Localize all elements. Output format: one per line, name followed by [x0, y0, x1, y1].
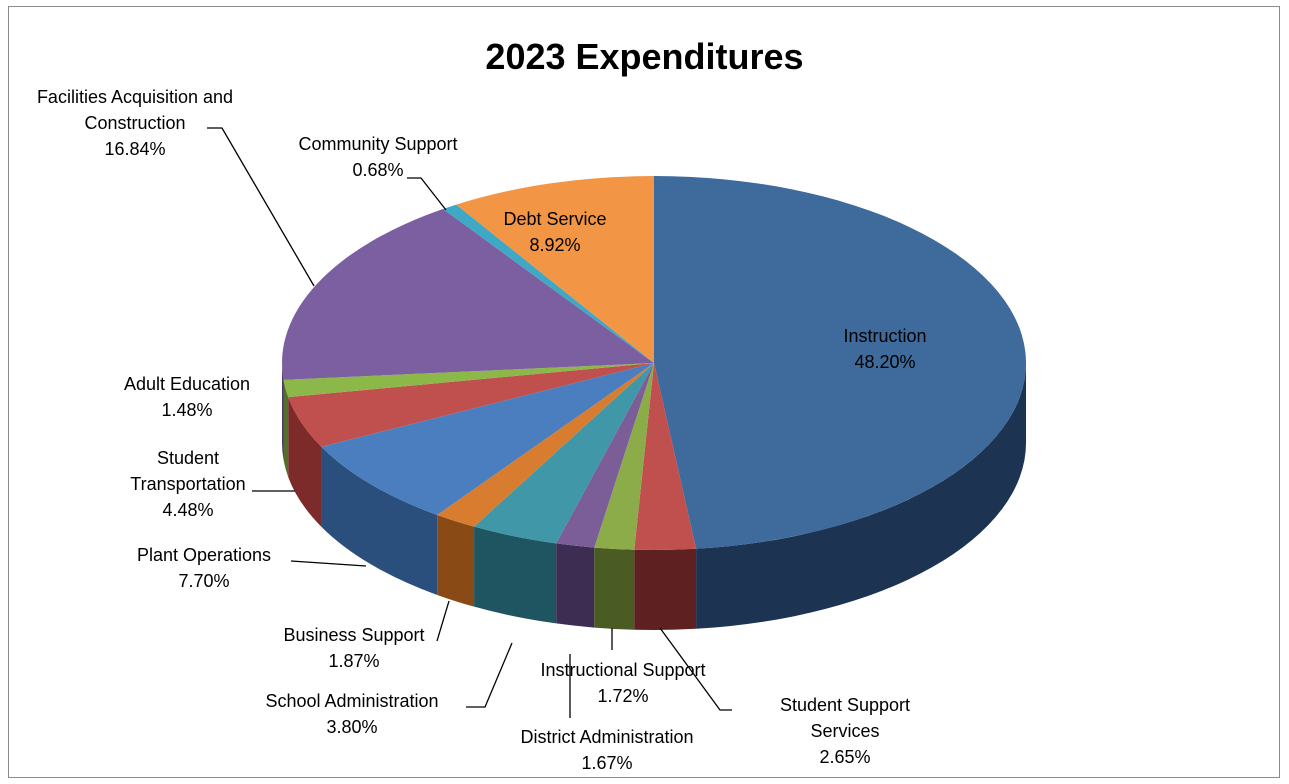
slice-community-support — [442, 204, 654, 363]
slice-side-district-administration — [556, 543, 595, 628]
slice-label-district-administration: District Administration — [520, 727, 693, 747]
slice-percent-student-transportation: 4.48% — [162, 500, 213, 520]
slice-side-school-administration — [474, 526, 557, 624]
slice-side-instruction — [696, 363, 1026, 629]
slice-plant-operations — [321, 363, 654, 515]
slice-label-instruction: Instruction — [843, 326, 926, 346]
slice-label-facilities-acquisition-and-construction-line-2: Construction — [84, 113, 185, 133]
slice-percent-community-support: 0.68% — [352, 160, 403, 180]
leader-line-plant-operations — [290, 560, 367, 567]
slice-label-debt-service: Debt Service — [503, 209, 606, 229]
slice-school-administration — [474, 363, 654, 544]
slice-facilities-acquisition-and-construction — [282, 208, 654, 380]
slice-label-school-administration: School Administration — [265, 691, 438, 711]
slice-side-plant-operations — [321, 446, 438, 595]
slice-percent-facilities-acquisition-and-construction: 16.84% — [104, 139, 165, 159]
slice-labels: Instruction 48.20% Student Support Services… — [37, 87, 927, 773]
slice-percent-instruction: 48.20% — [854, 352, 915, 372]
leader-line-business-support — [436, 600, 450, 642]
slice-instruction — [654, 176, 1026, 549]
leader-lines — [207, 127, 732, 718]
slice-label-student-support-services-line-1: Student Support — [780, 695, 910, 715]
leader-line-student-support-services — [659, 627, 732, 711]
slice-debt-service — [456, 176, 654, 363]
slice-percent-school-administration: 3.80% — [326, 717, 377, 737]
slice-side-business-support — [437, 514, 475, 607]
slice-percent-instructional-support: 1.72% — [597, 686, 648, 706]
slice-label-facilities-acquisition-and-construction-line-1: Facilities Acquisition and — [37, 87, 233, 107]
slice-adult-education — [283, 363, 654, 398]
slice-label-adult-education: Adult Education — [124, 374, 250, 394]
slice-label-plant-operations: Plant Operations — [137, 545, 271, 565]
slice-label-student-transportation-line-1: Student — [157, 448, 219, 468]
slice-label-business-support: Business Support — [283, 625, 424, 645]
slice-label-instructional-support: Instructional Support — [540, 660, 705, 680]
pie-sides — [282, 363, 1026, 631]
slice-side-adult-education — [283, 379, 289, 478]
slice-side-student-transportation — [288, 397, 322, 527]
slice-percent-plant-operations: 7.70% — [178, 571, 229, 591]
slice-business-support — [437, 363, 654, 527]
slice-percent-debt-service: 8.92% — [529, 235, 580, 255]
leader-line-school-administration — [466, 642, 513, 708]
slice-side-instructional-support — [594, 547, 635, 630]
slice-label-student-transportation-line-2: Transportation — [130, 474, 245, 494]
slice-percent-adult-education: 1.48% — [161, 400, 212, 420]
slice-district-administration — [556, 363, 654, 548]
slice-label-community-support: Community Support — [298, 134, 457, 154]
slice-instructional-support — [594, 363, 654, 550]
pie-slices — [282, 176, 1026, 550]
leader-line-facilities-acquisition-and-construction — [207, 127, 315, 287]
slice-percent-business-support: 1.87% — [328, 651, 379, 671]
leader-line-community-support — [407, 177, 447, 211]
slice-side-student-support-services — [634, 548, 697, 631]
slice-label-student-support-services-line-2: Services — [810, 721, 879, 741]
slice-percent-student-support-services: 2.65% — [819, 747, 870, 767]
slice-percent-district-administration: 1.67% — [581, 753, 632, 773]
slice-student-transportation — [288, 363, 654, 447]
slice-student-support-services — [634, 363, 697, 550]
chart-title: 2023 Expenditures — [485, 36, 804, 77]
slice-side-facilities-acquisition-and-construction — [282, 363, 284, 460]
